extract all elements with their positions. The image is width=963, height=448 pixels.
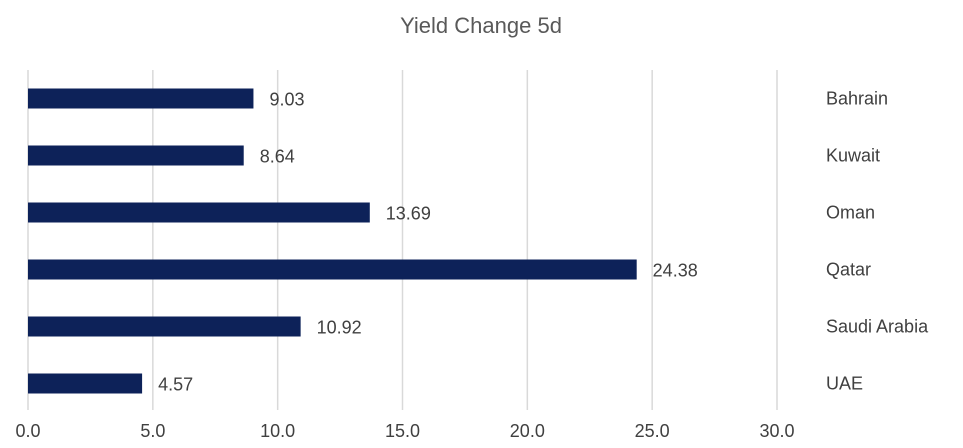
bar-kuwait xyxy=(28,145,244,166)
bar-oman xyxy=(28,202,370,223)
bar-qatar xyxy=(28,259,637,280)
x-tick-label: 10.0 xyxy=(260,421,295,441)
data-label: 13.69 xyxy=(386,204,431,224)
data-label: 9.03 xyxy=(269,90,304,110)
category-label: Kuwait xyxy=(826,146,880,166)
x-tick-label: 5.0 xyxy=(140,421,165,441)
bar-saudi-arabia xyxy=(28,316,301,337)
category-label: Oman xyxy=(826,203,875,223)
category-label: Saudi Arabia xyxy=(826,317,929,337)
data-label: 10.92 xyxy=(317,318,362,338)
data-label: 8.64 xyxy=(260,147,295,167)
bar-uae xyxy=(28,373,143,394)
x-axis-ticks: 0.0 5.0 10.0 15.0 20.0 25.0 30.0 xyxy=(15,421,794,441)
x-tick-label: 0.0 xyxy=(15,421,40,441)
data-label: 24.38 xyxy=(653,261,698,281)
category-labels: Bahrain Kuwait Oman Qatar Saudi Arabia UAE xyxy=(826,89,929,394)
chart-title: Yield Change 5d xyxy=(400,13,562,38)
x-tick-label: 15.0 xyxy=(385,421,420,441)
data-label: 4.57 xyxy=(158,375,193,395)
bar-bahrain xyxy=(28,88,254,109)
x-tick-label: 20.0 xyxy=(510,421,545,441)
data-labels: 9.03 8.64 13.69 24.38 10.92 4.57 xyxy=(158,90,698,395)
x-tick-label: 25.0 xyxy=(635,421,670,441)
category-label: Qatar xyxy=(826,260,871,280)
category-label: UAE xyxy=(826,374,863,394)
gridlines xyxy=(27,70,778,410)
category-label: Bahrain xyxy=(826,89,888,109)
x-tick-label: 30.0 xyxy=(759,421,794,441)
bars xyxy=(28,88,637,394)
